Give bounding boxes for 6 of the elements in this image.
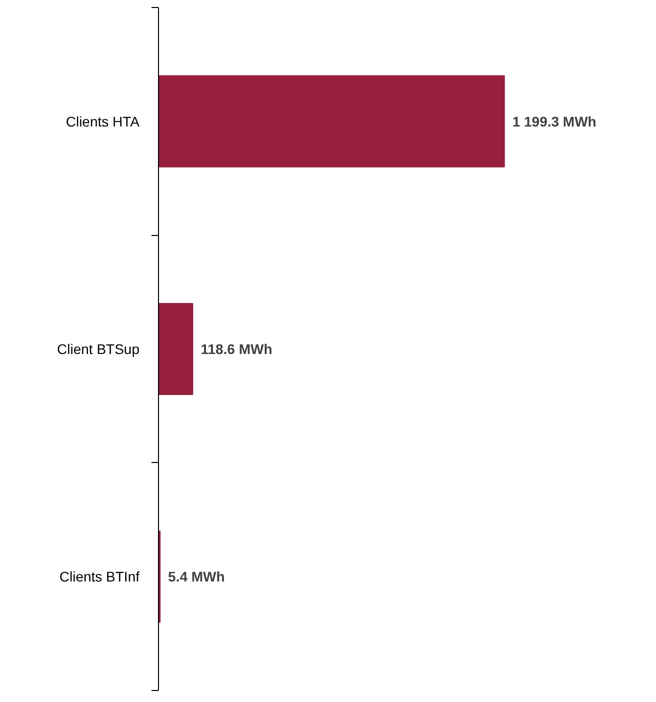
- y-tick-label: Clients HTA: [66, 113, 140, 130]
- y-tick-label: Client BTSup: [57, 341, 140, 357]
- data-label: 1 199.3 MWh: [512, 113, 596, 130]
- y-tick-label: Clients BTInf: [59, 568, 140, 585]
- data-label: 5.4 MWh: [168, 568, 225, 585]
- data-label: 118.6 MWh: [200, 341, 272, 357]
